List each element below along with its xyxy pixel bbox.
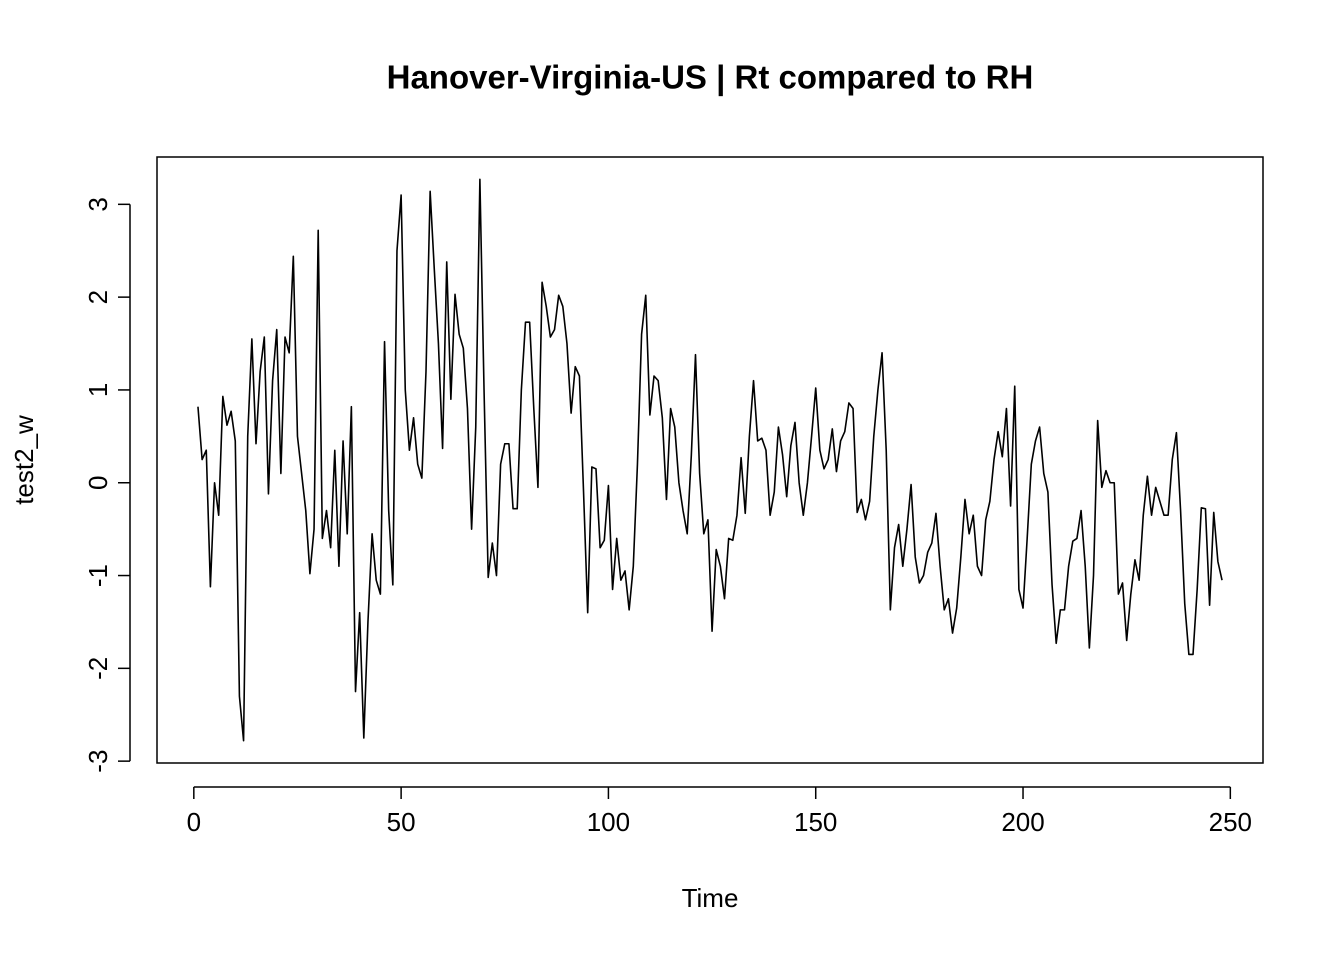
y-tick-label: -2 [83,657,113,680]
x-tick-label: 0 [187,807,201,837]
y-tick-label: 2 [83,290,113,304]
data-line [197,178,1223,742]
y-tick-label: 3 [83,197,113,211]
x-tick-label: 100 [587,807,630,837]
x-tick-label: 150 [794,807,837,837]
x-tick-label: 250 [1209,807,1252,837]
y-tick-label: -3 [83,750,113,773]
y-tick-label: 1 [83,383,113,397]
x-axis-label: Time [682,883,739,913]
y-tick-label: 0 [83,476,113,490]
x-tick-label: 200 [1001,807,1044,837]
x-tick-label: 50 [387,807,416,837]
y-axis-label: test2_w [9,415,39,505]
y-tick-label: -1 [83,564,113,587]
chart-title: Hanover-Virginia-US | Rt compared to RH [387,59,1034,96]
plot-box [156,156,1264,764]
